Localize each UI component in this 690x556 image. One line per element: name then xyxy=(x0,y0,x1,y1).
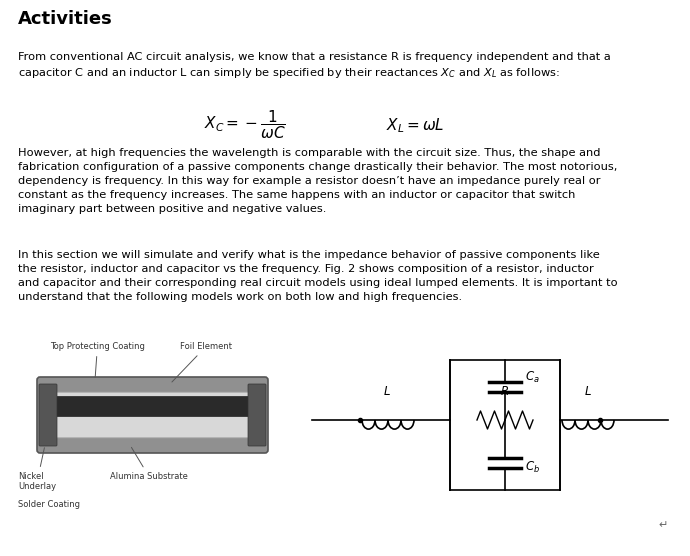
FancyBboxPatch shape xyxy=(39,384,57,446)
Text: Solder Coating: Solder Coating xyxy=(18,500,80,509)
Text: In this section we will simulate and verify what is the impedance behavior of pa: In this section we will simulate and ver… xyxy=(18,250,600,260)
Text: Activities: Activities xyxy=(18,10,112,28)
Text: constant as the frequency increases. The same happens with an inductor or capaci: constant as the frequency increases. The… xyxy=(18,190,575,200)
Text: and capacitor and their corresponding real circuit models using ideal lumped ele: and capacitor and their corresponding re… xyxy=(18,278,618,288)
Text: $C_a$: $C_a$ xyxy=(525,370,540,385)
Text: However, at high frequencies the wavelength is comparable with the circuit size.: However, at high frequencies the wavelen… xyxy=(18,148,600,158)
Text: understand that the following models work on both low and high frequencies.: understand that the following models wor… xyxy=(18,292,462,302)
Text: Foil Element: Foil Element xyxy=(172,342,232,382)
Text: fabrication configuration of a passive components change drastically their behav: fabrication configuration of a passive c… xyxy=(18,162,618,172)
Text: capacitor C and an inductor L can simply be specified by their reactances $X_C$ : capacitor C and an inductor L can simply… xyxy=(18,66,560,80)
Text: imaginary part between positive and negative values.: imaginary part between positive and nega… xyxy=(18,204,326,214)
Text: From conventional AC circuit analysis, we know that a resistance R is frequency : From conventional AC circuit analysis, w… xyxy=(18,52,611,62)
Text: Alumina Substrate: Alumina Substrate xyxy=(110,448,188,481)
Text: $X_L = \omega L$: $X_L = \omega L$ xyxy=(386,116,444,135)
Text: $L$: $L$ xyxy=(383,385,391,398)
Text: $R$: $R$ xyxy=(500,385,509,398)
Text: the resistor, inductor and capacitor vs the frequency. Fig. 2 shows composition : the resistor, inductor and capacitor vs … xyxy=(18,264,594,274)
FancyBboxPatch shape xyxy=(52,392,253,438)
FancyBboxPatch shape xyxy=(37,377,268,453)
Text: Nickel
Underlay: Nickel Underlay xyxy=(18,448,56,492)
Text: $X_C = -\dfrac{1}{\omega C}$: $X_C = -\dfrac{1}{\omega C}$ xyxy=(204,108,286,141)
Text: Top Protecting Coating: Top Protecting Coating xyxy=(50,342,145,377)
Text: $C_b$: $C_b$ xyxy=(525,460,540,475)
Text: $L$: $L$ xyxy=(584,385,592,398)
Text: ↵: ↵ xyxy=(659,520,668,530)
FancyBboxPatch shape xyxy=(248,384,266,446)
Text: dependency is frequency. In this way for example a resistor doesn’t have an impe: dependency is frequency. In this way for… xyxy=(18,176,600,186)
Bar xyxy=(56,396,249,416)
